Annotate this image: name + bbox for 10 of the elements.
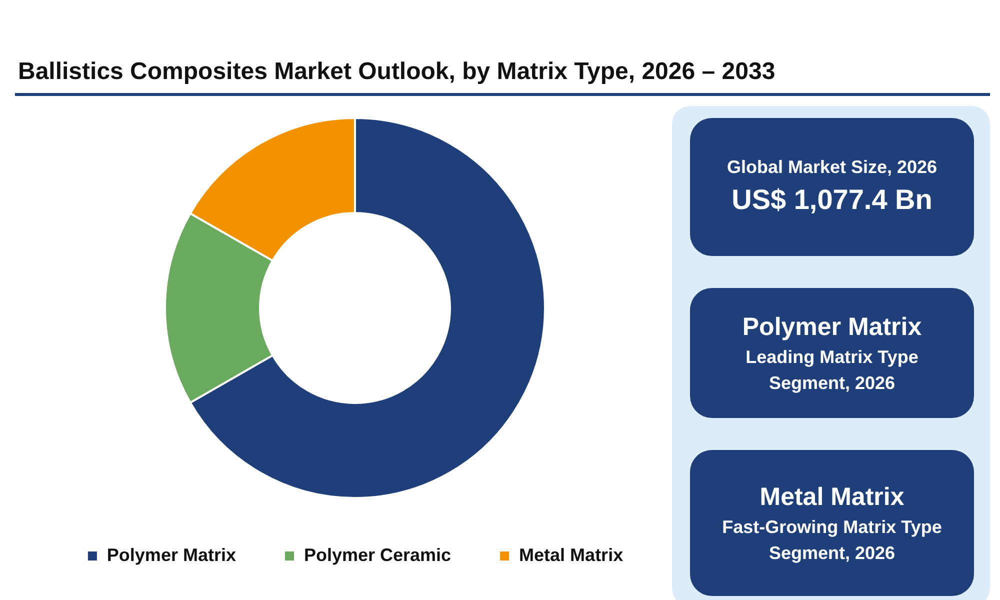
legend-label: Metal Matrix bbox=[519, 544, 624, 565]
text: Polymer Matrix bbox=[741, 312, 923, 343]
legend-label: Polymer Matrix bbox=[106, 544, 236, 565]
text: US$ 1,077.4 Bn bbox=[730, 183, 934, 217]
text: Leading Matrix Type Segment, 2026 bbox=[744, 346, 920, 395]
text: Global Market Size, 2026 bbox=[726, 156, 938, 179]
legend-label: Polymer Ceramic bbox=[304, 544, 452, 565]
chart-title: Ballistics Composites Market Outlook, by Matrix Type, 2026 – 2033 bbox=[18, 58, 776, 86]
text: Fast-Growing Matrix Type Segment, 2026 bbox=[721, 516, 943, 565]
text: Metal Matrix bbox=[758, 482, 906, 513]
